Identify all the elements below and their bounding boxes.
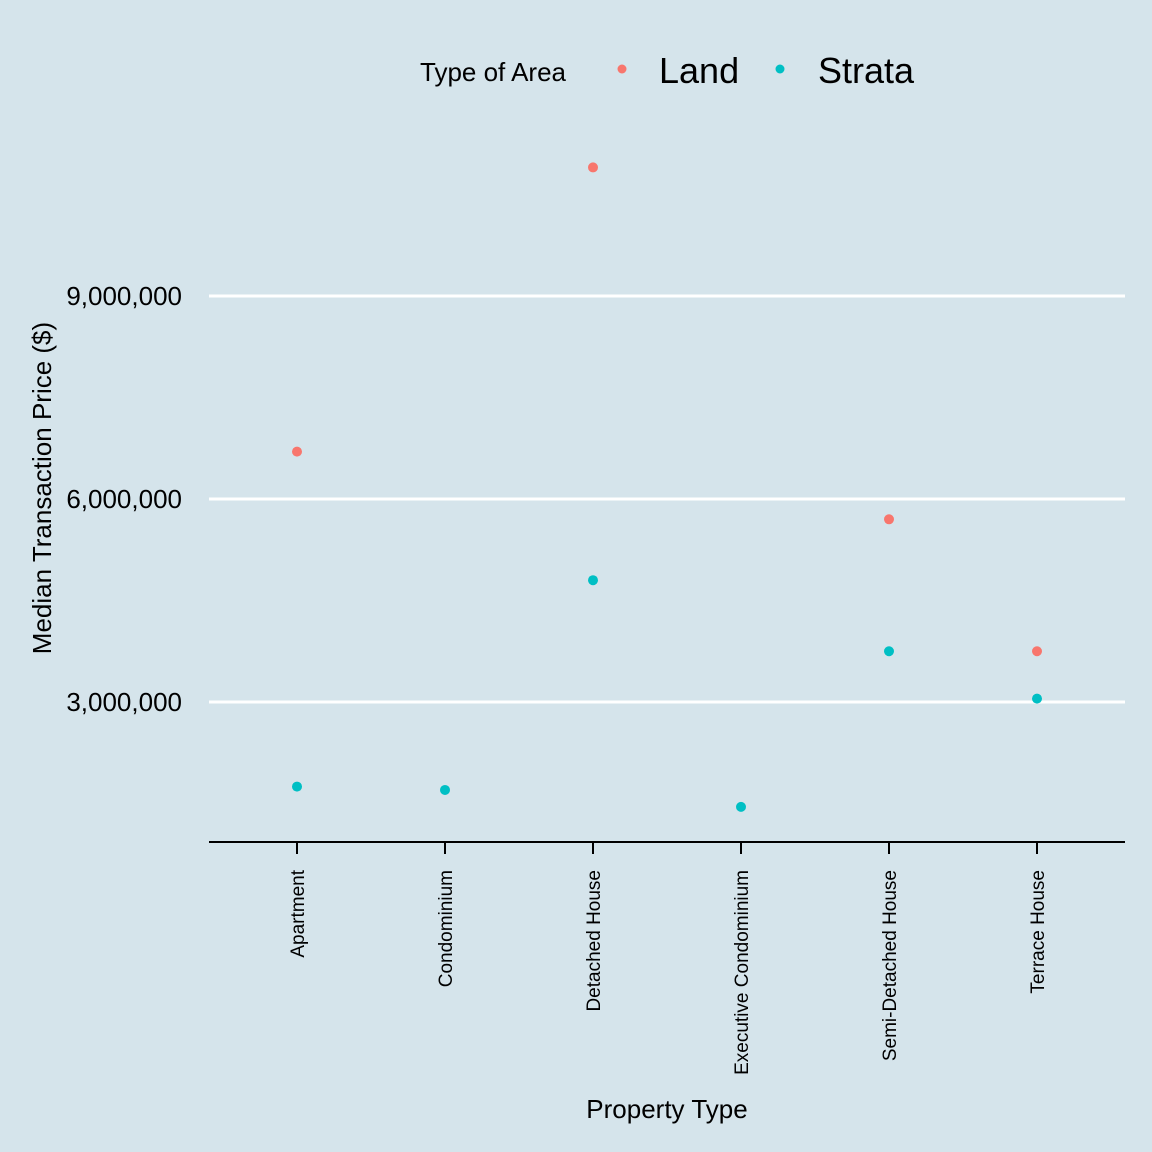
data-point-strata [736, 801, 746, 812]
data-point-strata [884, 646, 894, 657]
x-axis [209, 841, 1125, 854]
data-point-land [588, 162, 598, 173]
data-point-land [1032, 646, 1042, 657]
x-tick-label: Semi-Detached House [880, 870, 901, 1061]
x-tick-label: Detached House [584, 870, 605, 1012]
data-points [292, 162, 1042, 812]
data-point-land [292, 446, 302, 457]
y-tick-label: 6,000,000 [66, 484, 182, 514]
legend-label-land: Land [659, 50, 739, 91]
legend-key-strata [775, 64, 785, 74]
legend-key-land [617, 64, 627, 74]
data-point-strata [292, 781, 302, 792]
data-point-strata [588, 575, 598, 586]
y-axis-tick-labels: 3,000,000 6,000,000 9,000,000 [66, 281, 182, 717]
y-tick-label: 3,000,000 [66, 687, 182, 717]
gridlines [209, 294, 1125, 704]
x-axis-tick-labels: Apartment Condominium Detached House Execut… [288, 869, 1049, 1075]
x-tick-label: Apartment [288, 869, 309, 957]
x-tick-label: Executive Condominium [732, 870, 753, 1075]
legend: Type of Area Land Strata [420, 50, 915, 91]
x-axis-title: Property Type [586, 1094, 747, 1124]
x-tick-label: Condominium [436, 870, 457, 987]
data-point-land [884, 514, 894, 525]
legend-label-strata: Strata [818, 50, 915, 91]
data-point-strata [1032, 693, 1042, 704]
x-tick-label: Terrace House [1028, 870, 1049, 994]
legend-title: Type of Area [420, 57, 567, 87]
data-point-strata [440, 784, 450, 795]
y-axis-title: Median Transaction Price ($) [27, 322, 57, 654]
y-tick-label: 9,000,000 [66, 281, 182, 311]
